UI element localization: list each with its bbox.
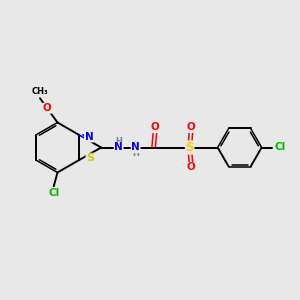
Text: H: H bbox=[132, 149, 139, 158]
Text: S: S bbox=[185, 141, 194, 154]
Text: H: H bbox=[115, 137, 122, 146]
Text: O: O bbox=[187, 163, 195, 172]
Text: N: N bbox=[85, 132, 93, 142]
Text: S: S bbox=[86, 153, 94, 163]
Text: CH₃: CH₃ bbox=[32, 88, 48, 97]
Text: N: N bbox=[114, 142, 123, 152]
Text: Cl: Cl bbox=[48, 188, 59, 198]
Text: N: N bbox=[131, 142, 140, 152]
Text: Cl: Cl bbox=[274, 142, 286, 152]
Text: O: O bbox=[151, 122, 159, 133]
Text: O: O bbox=[187, 122, 195, 133]
Text: O: O bbox=[43, 103, 51, 113]
